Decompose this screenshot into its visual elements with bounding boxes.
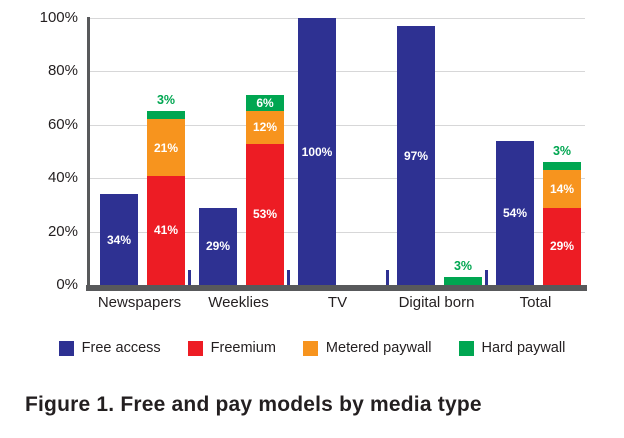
segment-metered-paywall: 21% (147, 119, 185, 176)
bar-free-access: 97% (397, 26, 435, 285)
metered-paywall-value-label: 14% (549, 181, 575, 196)
legend-item-freemium: Freemium (187, 340, 276, 356)
free-access-value-label: 29% (205, 239, 231, 254)
figure-caption: Figure 1. Free and pay models by media t… (25, 393, 482, 416)
y-tick-label: 20% (47, 222, 78, 240)
free-access-value-label: 97% (403, 148, 429, 163)
y-tick-label: 40% (47, 169, 78, 187)
category-group-tv: 100% (288, 18, 387, 285)
segment-hard-paywall (444, 277, 482, 285)
y-axis-labels: 100% 80% 60% 40% 20% 0% (0, 9, 78, 293)
bar-pay-stack: 53% 12% 6% (246, 18, 284, 285)
category-group-total: 54% 29% 14% 3% (486, 18, 585, 285)
bar-free-access: 29% (199, 207, 237, 285)
hard-paywall-value-label: 3% (552, 144, 572, 159)
y-tick-label: 0% (56, 276, 78, 293)
gridline (90, 231, 585, 233)
y-tick-label: 80% (47, 62, 78, 80)
bar-pay-stack (444, 18, 482, 285)
legend-item-metered-paywall: Metered paywall (302, 340, 432, 356)
category-separator-tick (386, 270, 389, 285)
hard-paywall-value-label: 3% (453, 259, 473, 273)
hard-paywall-value-label: 3% (156, 93, 176, 108)
segment-freemium: 29% (543, 207, 581, 285)
gridline (90, 18, 585, 19)
metered-paywall-swatch-icon (302, 340, 318, 356)
legend-item-free-access: Free access (58, 340, 161, 356)
bar-pay-stack: 41% 21% (147, 18, 185, 285)
category-group-weeklies: 29% 53% 12% 6% (189, 18, 288, 285)
bar-free-access: 54% (496, 140, 534, 285)
hard-paywall-value-label: 6% (256, 96, 274, 111)
gridline (90, 178, 585, 180)
category-separator-tick (485, 270, 488, 285)
x-axis-label: Total (519, 294, 552, 311)
bar-free-access: 100% (298, 18, 336, 285)
legend-label: Metered paywall (325, 340, 432, 356)
segment-hard-paywall: 6% (246, 95, 284, 112)
metered-paywall-value-label: 21% (153, 140, 179, 155)
x-axis-line (86, 285, 587, 291)
bar-pay-stack: 29% 14% (543, 18, 581, 285)
legend-label: Freemium (210, 340, 276, 356)
gridline (90, 124, 585, 126)
x-axis-labels: Newspapers Weeklies TV Digital born Total (90, 294, 585, 311)
bar-free-access: 34% (100, 194, 138, 285)
y-axis-line (87, 17, 90, 286)
category-separator-tick (287, 270, 290, 285)
freemium-value-label: 53% (252, 207, 278, 222)
legend-label: Hard paywall (481, 340, 566, 356)
category-separator-tick (188, 270, 191, 285)
freemium-value-label: 41% (153, 223, 179, 238)
y-tick-label: 60% (47, 115, 78, 133)
segment-hard-paywall (147, 111, 185, 120)
segment-hard-paywall (543, 162, 581, 171)
segment-freemium: 53% (246, 143, 284, 285)
free-access-swatch-icon (58, 340, 74, 356)
segment-freemium: 41% (147, 175, 185, 285)
free-access-value-label: 100% (301, 144, 333, 159)
legend-item-hard-paywall: Hard paywall (458, 340, 566, 356)
y-tick-label: 100% (39, 9, 78, 26)
legend-label: Free access (81, 340, 161, 356)
category-group-digital-born: 97% 3% (387, 18, 486, 285)
segment-metered-paywall: 14% (543, 170, 581, 208)
free-access-value-label: 34% (106, 232, 132, 247)
legend: Free access Freemium Metered paywall Hard p… (0, 340, 624, 356)
free-access-value-label: 54% (502, 205, 528, 220)
x-axis-label: Digital born (398, 294, 475, 311)
gridline (90, 71, 585, 73)
metered-paywall-value-label: 12% (252, 120, 278, 135)
x-axis-label: Weeklies (208, 294, 269, 311)
category-group-newspapers: 34% 41% 21% 3% (90, 18, 189, 285)
hard-paywall-swatch-icon (458, 340, 474, 356)
freemium-value-label: 29% (549, 239, 575, 254)
plot-area: 34% 41% 21% 3% 29% 53% 12% 6% 100% 97% 3% 54% 29% 14%… (90, 18, 585, 285)
x-axis-label: TV (327, 294, 348, 311)
segment-metered-paywall: 12% (246, 111, 284, 144)
freemium-swatch-icon (187, 340, 203, 356)
x-axis-label: Newspapers (97, 294, 182, 311)
